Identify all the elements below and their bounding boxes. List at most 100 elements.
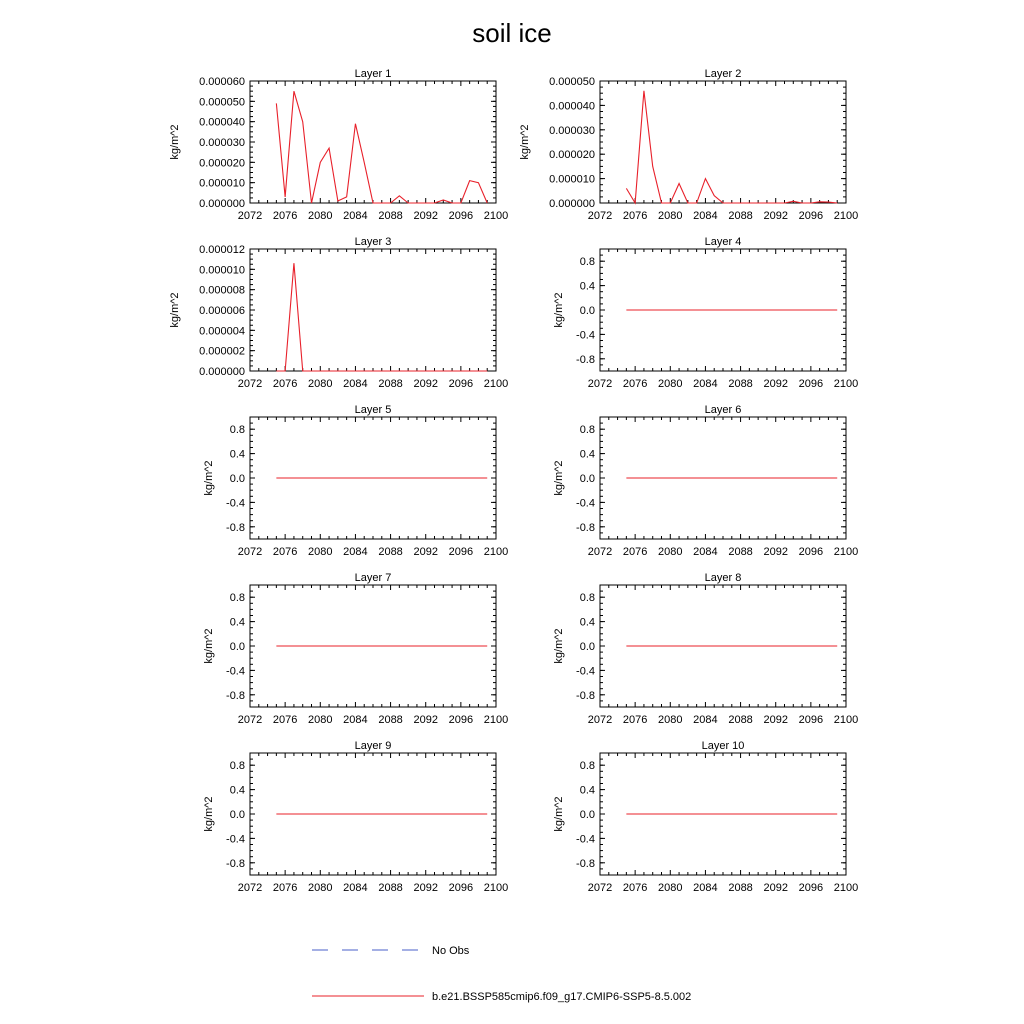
y-tick-label: 0.000000 bbox=[199, 198, 245, 210]
y-axis-label: kg/m^2 bbox=[203, 460, 215, 495]
panel-title: Layer 4 bbox=[705, 236, 742, 248]
panel-5: Layer 5 2072 2076 2080 2084 2088 2092 2096 2100 -… bbox=[203, 404, 508, 558]
panel-3: Layer 3 2072 2076 2080 2084 2088 2092 2096 2100 0… bbox=[169, 236, 508, 390]
y-axis-label: kg/m^2 bbox=[553, 628, 565, 663]
y-tick-label: -0.8 bbox=[226, 690, 245, 702]
y-axis-label: kg/m^2 bbox=[553, 796, 565, 831]
x-tick-label: 2080 bbox=[658, 714, 682, 726]
x-tick-label: 2076 bbox=[623, 378, 647, 390]
y-tick-label: 0.000008 bbox=[199, 285, 245, 297]
y-tick-label: -0.8 bbox=[576, 522, 595, 534]
x-tick-label: 2096 bbox=[449, 882, 473, 894]
panel-title: Layer 5 bbox=[355, 404, 392, 416]
x-tick-label: 2076 bbox=[273, 378, 297, 390]
x-tick-label: 2072 bbox=[238, 882, 262, 894]
x-tick-label: 2076 bbox=[273, 546, 297, 558]
x-tick-label: 2100 bbox=[834, 378, 858, 390]
x-tick-label: 2100 bbox=[484, 210, 508, 222]
x-tick-label: 2100 bbox=[834, 882, 858, 894]
x-tick-label: 2072 bbox=[238, 546, 262, 558]
panel-title: Layer 10 bbox=[702, 740, 745, 752]
x-tick-label: 2088 bbox=[728, 378, 752, 390]
panel-title: Layer 2 bbox=[705, 68, 742, 80]
x-tick-label: 2096 bbox=[449, 210, 473, 222]
x-tick-label: 2100 bbox=[484, 378, 508, 390]
x-tick-label: 2072 bbox=[588, 882, 612, 894]
x-tick-label: 2076 bbox=[623, 210, 647, 222]
y-tick-label: -0.4 bbox=[226, 833, 245, 845]
x-tick-label: 2076 bbox=[273, 882, 297, 894]
x-tick-label: 2092 bbox=[763, 546, 787, 558]
y-tick-label: -0.4 bbox=[576, 833, 595, 845]
x-tick-label: 2072 bbox=[238, 210, 262, 222]
x-tick-label: 2096 bbox=[799, 378, 823, 390]
y-tick-label: 0.000020 bbox=[199, 157, 245, 169]
y-tick-label: -0.8 bbox=[576, 690, 595, 702]
legend-label: No Obs bbox=[432, 945, 470, 957]
y-axis-label: kg/m^2 bbox=[553, 460, 565, 495]
x-tick-label: 2100 bbox=[484, 714, 508, 726]
series-line bbox=[275, 91, 488, 204]
legend-label: b.e21.BSSP585cmip6.f09_g17.CMIP6-SSP5-8.… bbox=[432, 991, 691, 1003]
x-tick-label: 2072 bbox=[588, 210, 612, 222]
x-tick-label: 2092 bbox=[413, 210, 437, 222]
x-tick-label: 2088 bbox=[378, 546, 402, 558]
legend: No Obs b.e21.BSSP585cmip6.f09_g17.CMIP6-S… bbox=[312, 945, 691, 1003]
y-tick-label: 0.000006 bbox=[199, 305, 245, 317]
x-tick-label: 2084 bbox=[693, 714, 717, 726]
x-tick-label: 2096 bbox=[799, 714, 823, 726]
x-tick-label: 2092 bbox=[763, 210, 787, 222]
x-tick-label: 2092 bbox=[413, 546, 437, 558]
y-tick-label: -0.4 bbox=[226, 665, 245, 677]
x-tick-label: 2084 bbox=[343, 714, 367, 726]
y-tick-label: 0.8 bbox=[230, 760, 245, 772]
y-tick-label: 0.8 bbox=[580, 424, 595, 436]
panel-1: Layer 1 2072 2076 2080 2084 2088 2092 2096 2100 0… bbox=[169, 68, 508, 222]
x-tick-label: 2080 bbox=[308, 714, 332, 726]
x-tick-label: 2080 bbox=[308, 546, 332, 558]
x-tick-label: 2100 bbox=[834, 546, 858, 558]
panel-4: Layer 4 2072 2076 2080 2084 2088 2092 2096 2100 -… bbox=[553, 236, 858, 390]
panel-title: Layer 7 bbox=[355, 572, 392, 584]
x-tick-label: 2076 bbox=[623, 714, 647, 726]
x-tick-label: 2092 bbox=[763, 378, 787, 390]
y-tick-label: -0.8 bbox=[226, 522, 245, 534]
x-tick-label: 2084 bbox=[343, 882, 367, 894]
y-tick-label: 0.4 bbox=[230, 617, 245, 629]
y-tick-label: 0.000000 bbox=[549, 198, 595, 210]
x-tick-label: 2096 bbox=[799, 882, 823, 894]
y-tick-label: 0.000030 bbox=[549, 125, 595, 137]
y-tick-label: 0.000000 bbox=[199, 366, 245, 378]
x-tick-label: 2100 bbox=[484, 882, 508, 894]
y-tick-label: 0.8 bbox=[580, 256, 595, 268]
y-tick-label: 0.4 bbox=[580, 281, 595, 293]
plot-frame bbox=[249, 80, 497, 204]
y-tick-label: 0.0 bbox=[580, 473, 595, 485]
x-tick-label: 2076 bbox=[273, 714, 297, 726]
x-tick-label: 2088 bbox=[378, 714, 402, 726]
y-tick-label: 0.000050 bbox=[549, 76, 595, 88]
series-line bbox=[625, 90, 838, 205]
x-tick-label: 2100 bbox=[834, 210, 858, 222]
y-tick-label: -0.8 bbox=[226, 858, 245, 870]
panel-9: Layer 9 2072 2076 2080 2084 2088 2092 2096 2100 -… bbox=[203, 740, 508, 894]
x-tick-label: 2092 bbox=[413, 882, 437, 894]
y-tick-label: 0.000060 bbox=[199, 76, 245, 88]
x-tick-label: 2080 bbox=[658, 546, 682, 558]
y-tick-label: 0.0 bbox=[230, 809, 245, 821]
x-tick-label: 2088 bbox=[378, 210, 402, 222]
y-axis-label: kg/m^2 bbox=[203, 628, 215, 663]
y-tick-label: -0.4 bbox=[576, 497, 595, 509]
y-axis-label: kg/m^2 bbox=[203, 796, 215, 831]
y-axis-label: kg/m^2 bbox=[553, 292, 565, 327]
y-tick-label: 0.000020 bbox=[549, 149, 595, 161]
y-tick-label: 0.4 bbox=[580, 617, 595, 629]
x-tick-label: 2092 bbox=[413, 378, 437, 390]
x-tick-label: 2080 bbox=[658, 378, 682, 390]
panel-title: Layer 9 bbox=[355, 740, 392, 752]
y-tick-label: -0.4 bbox=[226, 497, 245, 509]
x-tick-label: 2088 bbox=[728, 714, 752, 726]
x-tick-label: 2072 bbox=[588, 378, 612, 390]
x-tick-label: 2072 bbox=[238, 378, 262, 390]
x-tick-label: 2096 bbox=[449, 714, 473, 726]
